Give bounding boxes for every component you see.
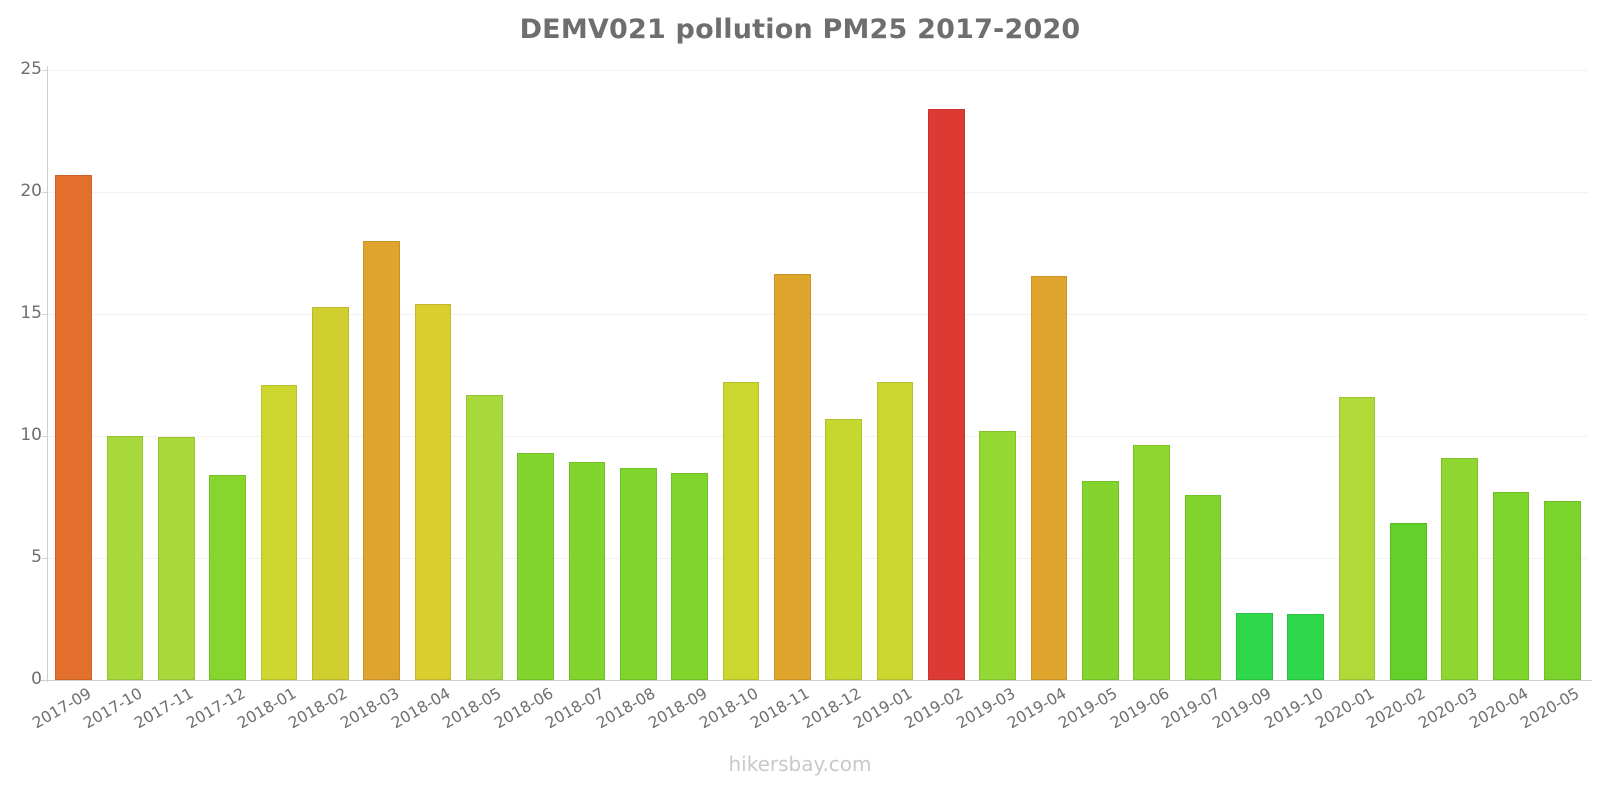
bar[interactable] (1543, 500, 1581, 680)
bar[interactable] (1133, 444, 1171, 680)
bar[interactable] (722, 382, 760, 680)
bar[interactable] (311, 306, 349, 680)
chart-title: DEMV021 pollution PM25 2017-2020 (519, 14, 1081, 45)
y-axis-tick-mark (42, 558, 48, 559)
x-axis-tick-label: 2018-11 (747, 684, 813, 733)
plot-area (48, 70, 1588, 680)
bar[interactable] (157, 437, 195, 680)
bar[interactable] (414, 304, 452, 680)
bar[interactable] (1338, 396, 1376, 680)
bar[interactable] (55, 174, 93, 680)
gridline (48, 70, 1588, 71)
bar[interactable] (1235, 612, 1273, 680)
y-axis-tick-label: 10 (20, 425, 42, 445)
y-axis-line (47, 66, 48, 682)
bar[interactable] (1081, 481, 1119, 680)
x-axis-tick-label: 2020-02 (1363, 684, 1429, 733)
x-axis-tick-label: 2020-05 (1517, 684, 1583, 733)
bar[interactable] (1492, 492, 1530, 680)
bar[interactable] (619, 467, 657, 680)
x-axis-tick-label: 2017-11 (131, 684, 197, 733)
bar[interactable] (979, 431, 1017, 680)
y-axis-tick-mark (42, 436, 48, 437)
y-axis-tick-label: 25 (20, 59, 42, 79)
gridline (48, 436, 1588, 437)
y-axis-tick-mark (42, 680, 48, 681)
bar[interactable] (773, 273, 811, 680)
x-axis-tick-label: 2018-02 (285, 684, 351, 733)
bar[interactable] (1184, 494, 1222, 680)
x-axis-line (40, 680, 1592, 681)
y-axis-tick-label: 0 (31, 669, 42, 689)
bar[interactable] (209, 475, 247, 680)
y-axis-tick-mark (42, 70, 48, 71)
bar[interactable] (1287, 614, 1325, 680)
bar[interactable] (260, 384, 298, 680)
y-axis-tick-label: 20 (20, 181, 42, 201)
watermark: hikersbay.com (728, 752, 872, 776)
bar[interactable] (671, 472, 709, 680)
bar[interactable] (1441, 457, 1479, 680)
y-axis-tick-label: 5 (31, 547, 42, 567)
y-axis-tick-mark (42, 314, 48, 315)
x-axis-tick-label: 2018-05 (439, 684, 505, 733)
x-axis-tick-group: 2017-09 2017-10 2017-11 2017-12 2018-01 2018-… (29, 684, 1588, 794)
bar[interactable] (1030, 276, 1068, 680)
bar[interactable] (876, 382, 914, 680)
bar[interactable] (825, 418, 863, 680)
y-axis-tick-label: 15 (20, 303, 42, 323)
x-axis-tick-label: 2019-02 (901, 684, 967, 733)
bar[interactable] (465, 394, 503, 680)
gridline (48, 558, 1588, 559)
bar[interactable] (1389, 522, 1427, 680)
bar[interactable] (517, 453, 555, 680)
bar[interactable] (568, 461, 606, 680)
gridline (48, 192, 1588, 193)
x-axis-tick-label: 2018-08 (593, 684, 659, 733)
gridline (48, 314, 1588, 315)
bar[interactable] (927, 109, 965, 680)
bar[interactable] (106, 436, 144, 680)
x-axis-tick-label: 2019-09 (1209, 684, 1275, 733)
bar[interactable] (363, 240, 401, 680)
x-axis-tick-label: 2019-05 (1055, 684, 1121, 733)
y-axis-tick-mark (42, 192, 48, 193)
